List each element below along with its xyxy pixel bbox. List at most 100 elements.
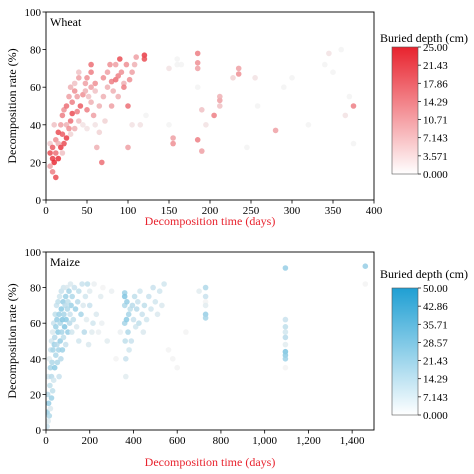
maize-point [66,320,73,327]
wheat-point [350,103,357,109]
wheat-point [170,135,176,141]
maize-x-tick-label: 1,400 [340,435,365,447]
maize-point [69,293,75,300]
maize-point [282,364,289,371]
wheat-point [76,118,82,124]
maize-point [148,306,154,312]
maize-point [152,299,159,305]
maize-point [126,347,132,353]
maize-point [50,347,56,353]
wheat-point [104,84,111,90]
maize-point [108,288,115,295]
wheat-y-tick-label: 40 [30,120,42,132]
wheat-point [49,169,56,175]
wheat-point [272,127,279,134]
wheat-point [74,93,80,100]
maize-x-tick-label: 1,200 [296,435,321,447]
maize-y-tick-label: 100 [25,247,42,259]
wheat-y-tick-label: 0 [36,195,42,207]
wheat-point [326,50,332,57]
maize-x-tick-label: 1,000 [252,435,277,447]
wheat-x-tick-label: 250 [243,205,260,217]
maize-point [91,281,97,287]
maize-x-tick-label: 400 [125,435,142,447]
wheat-point [112,61,119,68]
maize-point [64,306,71,312]
wheat-colorbar-tick-label: 3.571 [423,151,448,163]
maize-point [60,334,67,341]
wheat-point [53,174,59,181]
maize-point [113,356,119,362]
maize-point [49,329,56,335]
maize-point [51,334,58,341]
wheat-point [322,61,328,68]
wheat-point [76,75,82,81]
maize-y-tick-label: 20 [30,389,42,401]
maize-y-ticks: 0 20 40 60 80 100 [25,247,46,437]
maize-x-tick-label: 800 [213,435,230,447]
wheat-point [252,75,258,81]
wheat-point [49,144,56,151]
wheat-x-tick-label: 300 [284,205,301,217]
wheat-colorbar: Buried depth (cm) 25.00 21.43 17.86 14.29 10… [380,31,468,181]
maize-point [202,315,209,321]
maize-point [362,263,369,270]
wheat-point [199,107,205,113]
wheat-point [178,61,185,68]
maize-point [82,293,89,300]
wheat-point [84,107,90,113]
wheat-point [170,140,176,147]
maize-point [46,423,50,430]
wheat-colorbar-tick-label: 7.143 [423,133,448,145]
maize-points [46,263,369,430]
maize-point [282,329,289,335]
maize-point [51,364,58,371]
wheat-point [254,103,261,109]
wheat-point [350,140,357,147]
wheat-point [108,103,115,109]
maize-point [81,329,88,335]
maize-point [54,359,61,366]
maize-plot-frame [45,251,375,431]
wheat-colorbar-title: Buried depth (cm) [380,31,468,45]
maize-point [80,302,86,309]
wheat-point [74,108,80,115]
maize-point [59,347,66,353]
wheat-point [84,125,90,132]
maize-point [56,311,62,318]
maize-point [95,329,102,335]
wheat-point [100,75,107,81]
wheat-panel: 0 50 100 150 200 250 300 350 400 0 20 40 60 80 100 Wh… [5,7,468,228]
wheat-point [217,103,223,109]
wheat-point [59,112,66,119]
wheat-point [121,84,127,90]
maize-point [84,281,91,287]
wheat-point [107,61,113,68]
maize-point [65,329,71,335]
wheat-point [235,65,242,72]
maize-point [159,302,165,309]
wheat-point [117,56,123,62]
maize-point [46,400,52,407]
wheat-point [126,76,133,83]
wheat-point [94,144,100,151]
maize-point [61,311,67,318]
maize-point [67,311,73,318]
maize-point [85,341,92,348]
wheat-colorbar-tick-label: 0.000 [423,169,448,181]
maize-colorbar-tick-label: 35.71 [423,319,448,331]
wheat-point [59,150,66,156]
wheat-x-tick-label: 200 [202,205,219,217]
wheat-point [66,125,72,132]
maize-point [68,302,74,309]
maize-x-ticks: 0 200 400 600 800 1,000 1,200 1,400 [43,430,365,447]
wheat-point [92,88,98,94]
wheat-point [131,61,138,68]
wheat-point [217,93,223,100]
wheat-colorbar-ticks: 25.00 21.43 17.86 14.29 10.71 7.143 3.571 0.000 [418,42,448,181]
maize-point [55,299,61,305]
wheat-point [129,69,135,75]
wheat-x-tick-label: 400 [366,205,383,217]
maize-point [161,281,167,287]
